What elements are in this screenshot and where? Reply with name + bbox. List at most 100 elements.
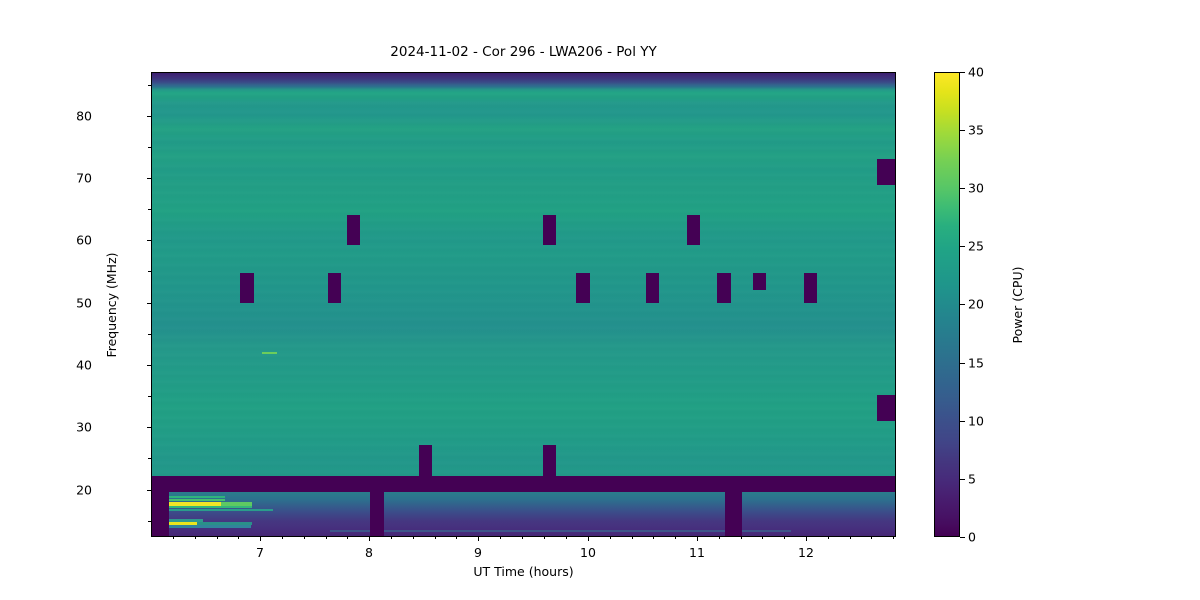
ytick-label-70: 70 bbox=[76, 170, 92, 186]
flag-block bbox=[418, 445, 433, 478]
xtick-minor bbox=[675, 536, 677, 540]
cbtick-label-35: 35 bbox=[968, 122, 984, 138]
flag-block bbox=[576, 273, 590, 304]
xtick-minor bbox=[828, 536, 830, 540]
flag-block bbox=[803, 273, 817, 304]
xtick-mark-10 bbox=[588, 536, 590, 541]
xtick-minor bbox=[566, 536, 568, 540]
cbtick-mark-35 bbox=[960, 130, 965, 132]
xtick-label-12: 12 bbox=[798, 545, 814, 560]
xtick-label-8: 8 bbox=[365, 545, 373, 560]
rfi-streak bbox=[169, 509, 274, 512]
ytick-minor bbox=[148, 458, 151, 460]
colorbar[interactable] bbox=[934, 72, 960, 537]
ytick-label-50: 50 bbox=[76, 295, 92, 311]
xtick-mark-8 bbox=[369, 536, 371, 541]
rfi-streak bbox=[330, 529, 791, 532]
xtick-minor bbox=[653, 536, 655, 540]
ytick-label-80: 80 bbox=[76, 108, 92, 124]
colorbar-gradient bbox=[934, 72, 960, 537]
ytick-minor bbox=[148, 147, 151, 149]
cbtick-mark-25 bbox=[960, 246, 965, 248]
hot-pixel bbox=[261, 351, 277, 354]
xtick-minor bbox=[741, 536, 743, 540]
flag-block-lowband-left bbox=[152, 491, 170, 536]
xtick-minor bbox=[347, 536, 349, 540]
ytick-mark-50 bbox=[146, 303, 151, 305]
cbtick-mark-20 bbox=[960, 304, 965, 306]
xtick-label-9: 9 bbox=[474, 545, 482, 560]
xtick-minor bbox=[391, 536, 393, 540]
colorbar-label: Power (CPU) bbox=[1010, 266, 1025, 344]
flag-block bbox=[240, 273, 254, 304]
xtick-minor bbox=[238, 536, 240, 540]
rfi-streak bbox=[169, 502, 222, 506]
cbtick-label-40: 40 bbox=[968, 64, 984, 80]
xtick-minor bbox=[217, 536, 219, 540]
x-axis-label: UT Time (hours) bbox=[473, 564, 574, 579]
rfi-streak bbox=[169, 519, 203, 522]
ytick-mark-70 bbox=[146, 178, 151, 180]
rfi-streak bbox=[169, 522, 199, 525]
ytick-minor bbox=[148, 521, 151, 523]
cbtick-mark-10 bbox=[960, 421, 965, 423]
xtick-minor bbox=[456, 536, 458, 540]
xtick-minor bbox=[522, 536, 524, 540]
rfi-streak bbox=[221, 502, 253, 506]
ytick-mark-60 bbox=[146, 240, 151, 242]
flag-block bbox=[328, 273, 342, 304]
xtick-minor bbox=[435, 536, 437, 540]
flag-block bbox=[542, 214, 557, 245]
cbtick-label-30: 30 bbox=[968, 180, 984, 196]
flag-block bbox=[717, 273, 731, 304]
cbtick-label-0: 0 bbox=[968, 529, 976, 545]
xtick-minor bbox=[610, 536, 612, 540]
xtick-minor bbox=[784, 536, 786, 540]
xtick-minor bbox=[282, 536, 284, 540]
xtick-mark-9 bbox=[478, 536, 480, 541]
xtick-minor bbox=[850, 536, 852, 540]
rfi-streak bbox=[169, 505, 253, 509]
xtick-minor bbox=[871, 536, 873, 540]
xtick-mark-12 bbox=[806, 536, 808, 541]
xtick-minor bbox=[304, 536, 306, 540]
cbtick-mark-0 bbox=[960, 537, 965, 539]
flag-block bbox=[646, 273, 660, 304]
ytick-label-60: 60 bbox=[76, 232, 92, 248]
ytick-minor bbox=[148, 334, 151, 336]
xtick-minor bbox=[413, 536, 415, 540]
rfi-streak bbox=[169, 525, 251, 528]
ytick-mark-30 bbox=[146, 427, 151, 429]
banding-overlay bbox=[152, 73, 895, 536]
flag-block bbox=[877, 395, 895, 421]
flag-block-lowband bbox=[724, 491, 742, 536]
ytick-minor bbox=[148, 396, 151, 398]
ytick-label-40: 40 bbox=[76, 357, 92, 373]
xtick-minor bbox=[719, 536, 721, 540]
ytick-minor bbox=[148, 85, 151, 87]
xtick-minor bbox=[173, 536, 175, 540]
xtick-label-11: 11 bbox=[689, 545, 705, 560]
xtick-label-7: 7 bbox=[256, 545, 264, 560]
xtick-label-10: 10 bbox=[580, 545, 596, 560]
flag-block bbox=[753, 273, 767, 290]
cbtick-label-5: 5 bbox=[968, 471, 976, 487]
xtick-minor bbox=[632, 536, 634, 540]
xtick-minor bbox=[762, 536, 764, 540]
rfi-streak bbox=[169, 498, 225, 502]
cbtick-mark-5 bbox=[960, 479, 965, 481]
cbtick-label-20: 20 bbox=[968, 296, 984, 312]
cbtick-label-10: 10 bbox=[968, 413, 984, 429]
heatmap-axes[interactable] bbox=[151, 72, 896, 537]
ytick-label-30: 30 bbox=[76, 419, 92, 435]
ytick-label-20: 20 bbox=[76, 482, 92, 498]
cbtick-label-15: 15 bbox=[968, 355, 984, 371]
xtick-mark-11 bbox=[697, 536, 699, 541]
cbtick-mark-30 bbox=[960, 188, 965, 190]
ytick-minor bbox=[148, 271, 151, 273]
flag-block-lowband bbox=[369, 491, 384, 536]
cbtick-label-25: 25 bbox=[968, 238, 984, 254]
page-title: 2024-11-02 - Cor 296 - LWA206 - Pol YY bbox=[390, 44, 657, 60]
ytick-mark-80 bbox=[146, 116, 151, 118]
